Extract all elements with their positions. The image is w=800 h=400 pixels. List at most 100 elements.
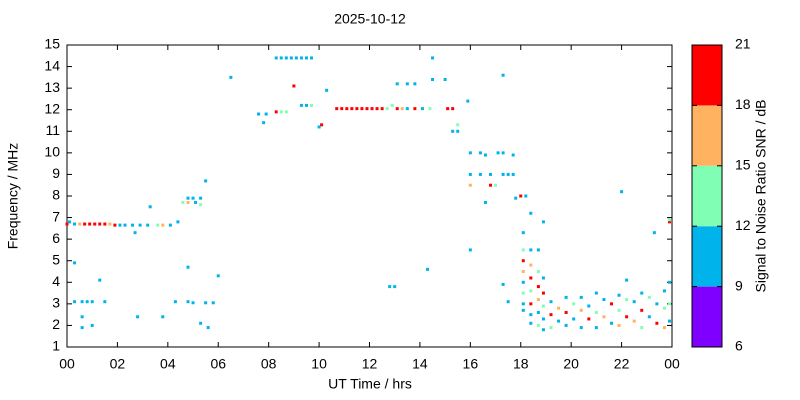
point	[405, 107, 409, 111]
point	[78, 222, 82, 226]
point	[514, 196, 518, 200]
point	[536, 285, 540, 289]
colorbar-tick-label: 15	[735, 157, 751, 173]
point	[521, 291, 525, 295]
point	[204, 301, 208, 305]
x-tick-label: 14	[412, 356, 428, 372]
point	[541, 328, 545, 332]
point	[274, 56, 278, 60]
point	[206, 326, 210, 330]
x-tick-label: 12	[362, 356, 378, 372]
y-tick-label: 3	[52, 295, 60, 311]
point	[667, 319, 671, 323]
point	[519, 194, 523, 198]
point	[274, 110, 278, 114]
point	[90, 300, 94, 304]
point	[594, 291, 598, 295]
point	[587, 304, 591, 308]
point	[468, 172, 472, 176]
point	[594, 310, 598, 314]
point	[173, 300, 177, 304]
point	[667, 218, 671, 222]
colorbar-band	[692, 226, 722, 287]
point	[536, 248, 540, 252]
point	[181, 200, 185, 204]
point	[483, 200, 487, 204]
point	[431, 78, 435, 82]
point	[176, 220, 180, 224]
point	[85, 300, 89, 304]
point	[279, 56, 283, 60]
point	[93, 222, 97, 226]
x-tick-label: 22	[614, 356, 630, 372]
point	[317, 125, 321, 129]
point	[68, 220, 72, 224]
point	[632, 300, 636, 304]
point	[511, 153, 515, 157]
point	[625, 278, 629, 282]
point	[536, 310, 540, 314]
point	[521, 302, 525, 306]
point	[264, 112, 268, 116]
point	[294, 56, 298, 60]
point	[65, 222, 69, 226]
point	[456, 123, 460, 127]
colorbar-tick-label: 6	[735, 338, 743, 354]
point	[103, 300, 107, 304]
point	[529, 248, 533, 252]
point	[186, 196, 190, 200]
point	[536, 270, 540, 273]
colorbar-band	[692, 105, 722, 166]
point	[393, 285, 397, 289]
point	[395, 82, 399, 86]
point	[355, 107, 359, 111]
point	[625, 315, 629, 319]
point	[572, 302, 576, 306]
point	[506, 300, 510, 304]
point	[541, 304, 545, 308]
point	[667, 280, 671, 284]
point	[524, 194, 528, 198]
plot-frame	[66, 44, 673, 348]
point	[216, 274, 220, 278]
point	[161, 223, 165, 227]
y-tick-label: 12	[44, 100, 60, 116]
point	[350, 107, 354, 111]
point	[431, 56, 435, 60]
point	[617, 293, 621, 297]
point	[478, 172, 482, 176]
point	[521, 231, 525, 235]
point	[501, 151, 505, 155]
y-tick-label: 11	[45, 122, 60, 138]
chart-title: 2025-10-12	[334, 11, 406, 27]
point	[579, 326, 583, 330]
point	[489, 172, 492, 176]
colorbar-band	[692, 45, 722, 106]
y-tick-label: 7	[52, 208, 60, 224]
point	[103, 222, 107, 226]
point	[521, 259, 525, 263]
point	[521, 270, 525, 273]
point	[529, 302, 533, 306]
x-tick-label: 18	[513, 356, 529, 372]
point	[299, 103, 303, 107]
point	[194, 200, 198, 204]
point	[340, 107, 344, 111]
point	[133, 231, 137, 235]
point	[468, 151, 472, 155]
point	[529, 276, 533, 280]
point	[360, 107, 364, 111]
point	[541, 291, 545, 295]
point	[647, 295, 651, 299]
point	[468, 248, 472, 252]
y-tick-label: 6	[52, 230, 60, 246]
point	[168, 223, 172, 227]
point	[549, 300, 553, 304]
point	[632, 319, 636, 323]
y-axis-label: Frequency / MHz	[5, 143, 21, 250]
point	[138, 223, 142, 227]
x-tick-label: 00	[59, 356, 75, 372]
point	[511, 172, 515, 176]
point	[199, 203, 203, 207]
